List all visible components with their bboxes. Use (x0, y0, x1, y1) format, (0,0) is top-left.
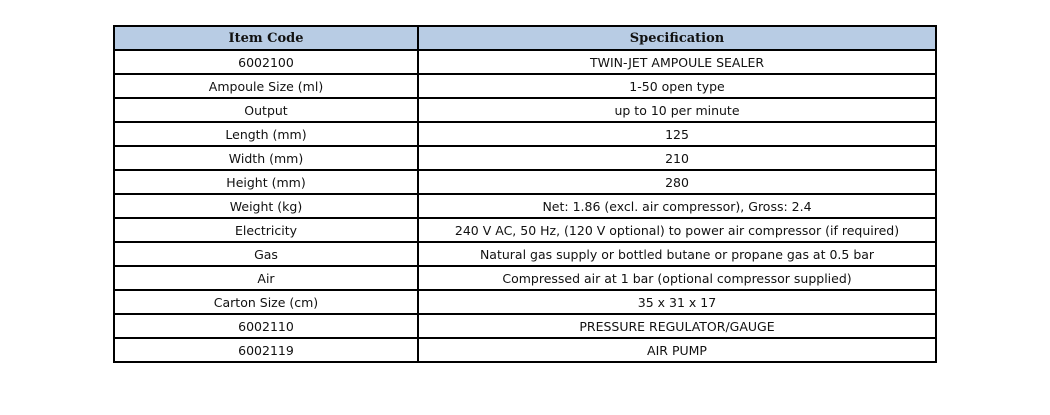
spec-cell: Net: 1.86 (excl. air compressor), Gross:… (417, 193, 937, 219)
header-row: Item Code Specification (113, 25, 937, 51)
table-row: Gas Natural gas supply or bottled butane … (113, 241, 937, 267)
item-cell: 6002110 (113, 313, 419, 339)
table-row: Height (mm) 280 (113, 169, 937, 195)
item-cell: Ampoule Size (ml) (113, 73, 419, 99)
spec-table: Item Code Specification 6002100 TWIN-JET … (113, 25, 937, 363)
header-item-code: Item Code (113, 25, 419, 51)
spec-cell: up to 10 per minute (417, 97, 937, 123)
item-cell: Weight (kg) (113, 193, 419, 219)
table-row: Weight (kg) Net: 1.86 (excl. air compress… (113, 193, 937, 219)
table-row: Output up to 10 per minute (113, 97, 937, 123)
item-cell: Length (mm) (113, 121, 419, 147)
item-cell: Output (113, 97, 419, 123)
item-cell: Electricity (113, 217, 419, 243)
table-row: Width (mm) 210 (113, 145, 937, 171)
spec-cell: Natural gas supply or bottled butane or … (417, 241, 937, 267)
item-cell: Carton Size (cm) (113, 289, 419, 315)
table-row: Ampoule Size (ml) 1-50 open type (113, 73, 937, 99)
table-row: 6002110 PRESSURE REGULATOR/GAUGE (113, 313, 937, 339)
item-cell: Width (mm) (113, 145, 419, 171)
spec-cell: 240 V AC, 50 Hz, (120 V optional) to pow… (417, 217, 937, 243)
spec-cell: 1-50 open type (417, 73, 937, 99)
item-cell: Height (mm) (113, 169, 419, 195)
item-cell: Air (113, 265, 419, 291)
spec-cell: PRESSURE REGULATOR/GAUGE (417, 313, 937, 339)
header-specification: Specification (417, 25, 937, 51)
item-cell: 6002100 (113, 49, 419, 75)
item-cell: 6002119 (113, 337, 419, 363)
spec-cell: AIR PUMP (417, 337, 937, 363)
spec-cell: Compressed air at 1 bar (optional compre… (417, 265, 937, 291)
spec-cell: TWIN-JET AMPOULE SEALER (417, 49, 937, 75)
spec-cell: 125 (417, 121, 937, 147)
spec-cell: 210 (417, 145, 937, 171)
table-row: Air Compressed air at 1 bar (optional com… (113, 265, 937, 291)
spec-cell: 35 x 31 x 17 (417, 289, 937, 315)
spec-cell: 280 (417, 169, 937, 195)
table-row: Carton Size (cm) 35 x 31 x 17 (113, 289, 937, 315)
table-row: 6002100 TWIN-JET AMPOULE SEALER (113, 49, 937, 75)
table-row: Length (mm) 125 (113, 121, 937, 147)
table-row: 6002119 AIR PUMP (113, 337, 937, 363)
table-row: Electricity 240 V AC, 50 Hz, (120 V optio… (113, 217, 937, 243)
item-cell: Gas (113, 241, 419, 267)
